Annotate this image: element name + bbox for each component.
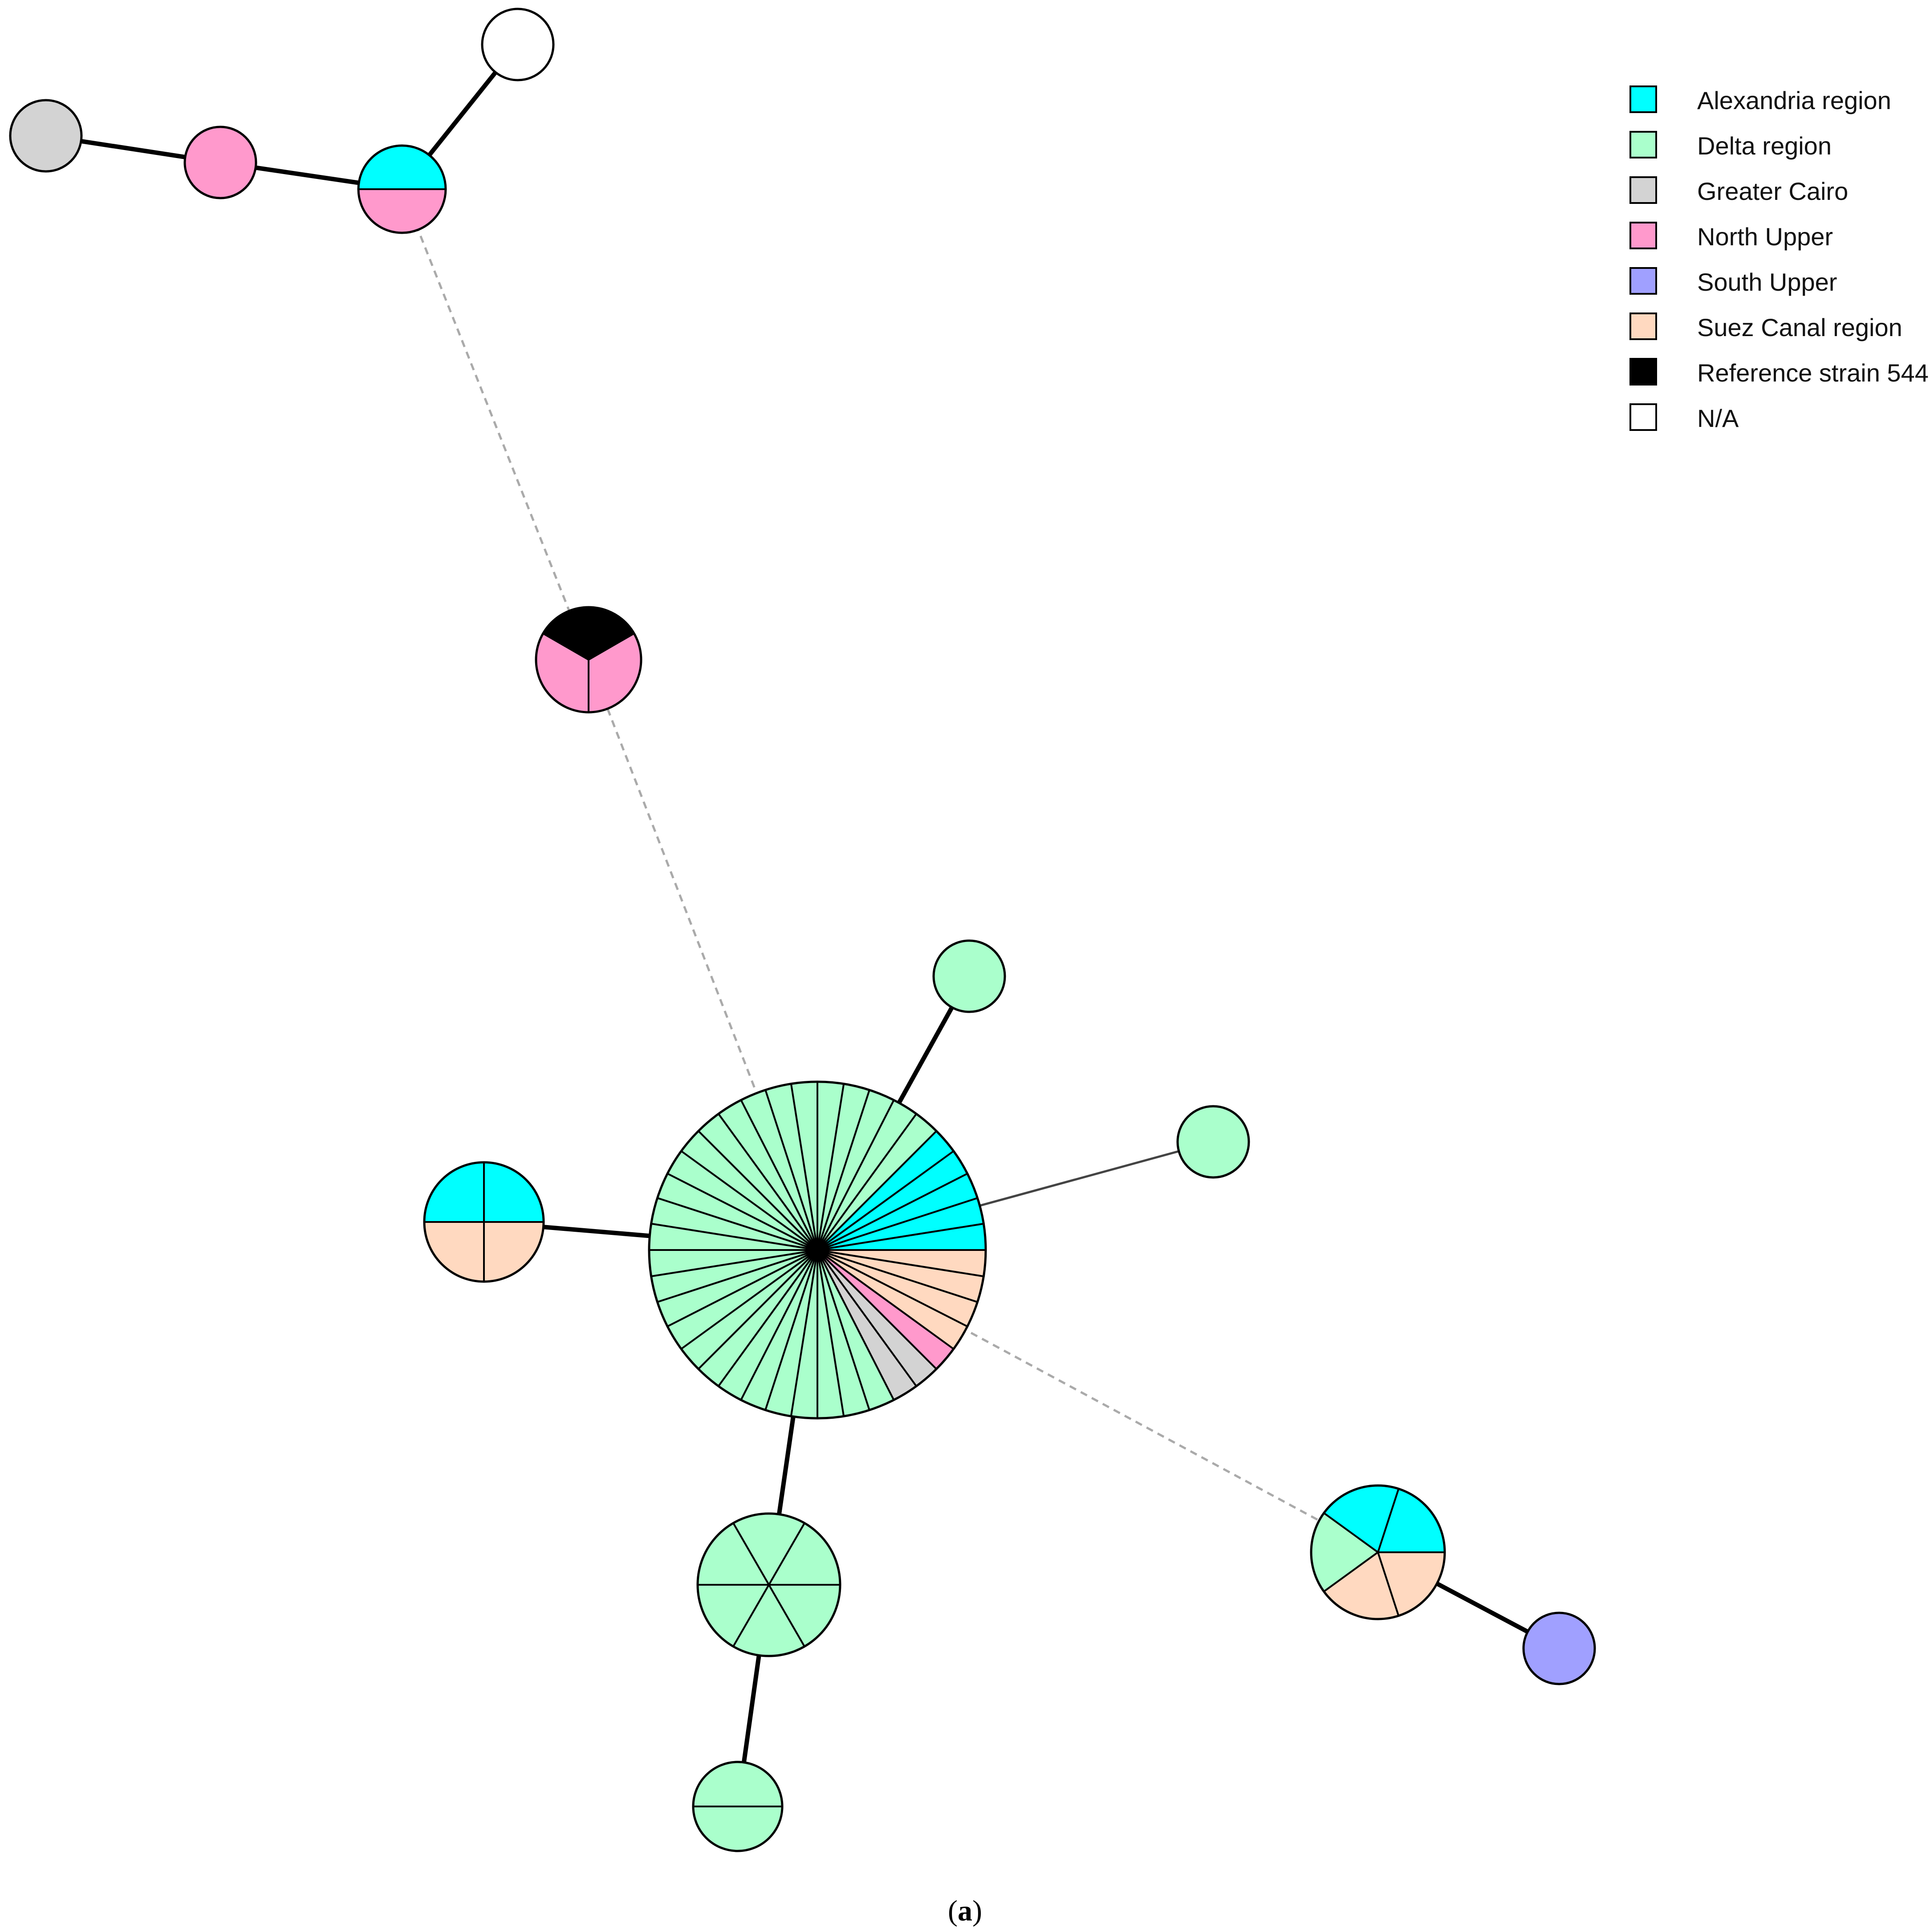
- legend-swatch-delta: [1629, 131, 1657, 158]
- legend-swatch-reference: [1629, 358, 1657, 386]
- legend-swatch-southupper: [1629, 267, 1657, 295]
- nodes-layer: [9, 8, 1596, 1852]
- figure-caption: (a): [0, 1894, 1930, 1928]
- node-hub: [648, 1080, 987, 1420]
- node-gray_top: [9, 99, 83, 173]
- edge-cluster_top-to-pair_top: [401, 189, 590, 660]
- legend-swatch-suez: [1629, 313, 1657, 340]
- node-cluster_top-outline: [535, 606, 642, 714]
- node-left4-outline: [423, 1161, 545, 1283]
- legend-label-alexandria: Alexandria region: [1697, 86, 1891, 114]
- legend-label-reference: Reference strain 544: [1697, 359, 1929, 387]
- legend-label-southupper: South Upper: [1697, 268, 1837, 296]
- node-green_b: [1176, 1105, 1250, 1179]
- node-pink_top: [183, 126, 257, 199]
- node-right5-outline: [1310, 1484, 1446, 1620]
- caption-open: (: [948, 1895, 958, 1927]
- node-pair_top-outline: [357, 144, 447, 234]
- legend-swatch-northupper: [1629, 222, 1657, 249]
- node-green2-outline: [692, 1761, 784, 1852]
- node-right5: [1310, 1484, 1446, 1620]
- node-green2-slice-delta: [692, 1761, 783, 1807]
- node-pair_top: [357, 144, 447, 234]
- legend-swatch-cairo: [1629, 176, 1657, 204]
- legend-swatch-alexandria: [1629, 85, 1657, 113]
- node-cluster_top: [535, 606, 642, 714]
- node-green2: [692, 1761, 784, 1852]
- legend-label-na: N/A: [1697, 404, 1739, 432]
- caption-letter: a: [958, 1895, 972, 1927]
- legend-label-suez: Suez Canal region: [1697, 313, 1902, 341]
- legend-label-delta: Delta region: [1697, 132, 1832, 160]
- legend-label-cairo: Greater Cairo: [1697, 177, 1849, 205]
- node-green2-slice-delta: [692, 1806, 783, 1852]
- node-pink_top-circle: [183, 126, 257, 199]
- node-green_b-circle: [1176, 1105, 1250, 1179]
- legend-label-northupper: North Upper: [1697, 223, 1833, 251]
- node-left4: [423, 1161, 545, 1283]
- node-na_top-circle: [481, 8, 555, 81]
- node-na_top: [481, 8, 555, 81]
- node-green_a-circle: [932, 939, 1006, 1013]
- node-gray_top-circle: [9, 99, 83, 173]
- node-blue_right: [1522, 1611, 1596, 1685]
- node-green6-outline: [696, 1512, 841, 1657]
- node-blue_right-circle: [1522, 1611, 1596, 1685]
- node-pair_top-slice-northupper: [358, 188, 447, 234]
- node-green6: [696, 1512, 841, 1657]
- legend-swatch-na: [1629, 403, 1657, 431]
- node-green_a: [932, 939, 1006, 1013]
- node-hub-outline: [648, 1080, 987, 1420]
- caption-close: ): [972, 1895, 982, 1927]
